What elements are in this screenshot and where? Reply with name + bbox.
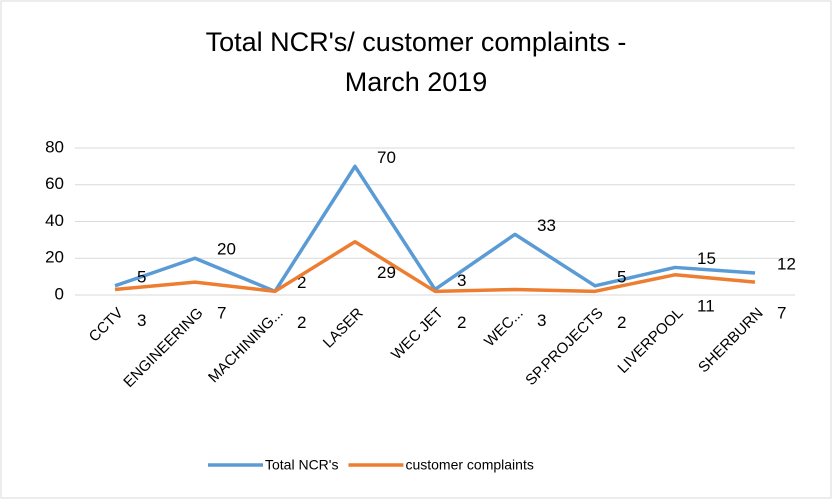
series-line (114, 239, 756, 294)
data-label: 3 (137, 311, 146, 330)
data-label: 29 (377, 263, 396, 282)
data-label: 2 (297, 273, 306, 292)
y-tick-label: 0 (55, 284, 64, 303)
data-label: 15 (697, 249, 716, 268)
data-label: 2 (457, 313, 466, 332)
data-label: 12 (777, 254, 796, 273)
y-tick-label: 40 (45, 211, 64, 230)
data-label: 11 (697, 296, 715, 315)
data-label: 7 (217, 304, 226, 323)
legend-label: Total NCR's (265, 457, 338, 473)
data-label: 5 (617, 267, 626, 286)
y-tick-label: 20 (45, 248, 64, 267)
legend-label: customer complaints (405, 457, 533, 473)
data-label: 70 (377, 148, 396, 167)
data-label: 33 (537, 216, 556, 235)
data-label: 3 (457, 271, 466, 290)
data-label: 20 (217, 240, 236, 259)
y-tick-label: 80 (45, 137, 64, 156)
y-tick-label: 60 (45, 174, 64, 193)
data-label: 2 (297, 313, 306, 332)
data-label: 7 (777, 304, 786, 323)
data-label: 3 (537, 311, 546, 330)
data-label: 5 (137, 267, 146, 286)
data-label: 2 (617, 313, 626, 332)
chart-title: Total NCR's/ customer complaints - March… (205, 27, 627, 97)
